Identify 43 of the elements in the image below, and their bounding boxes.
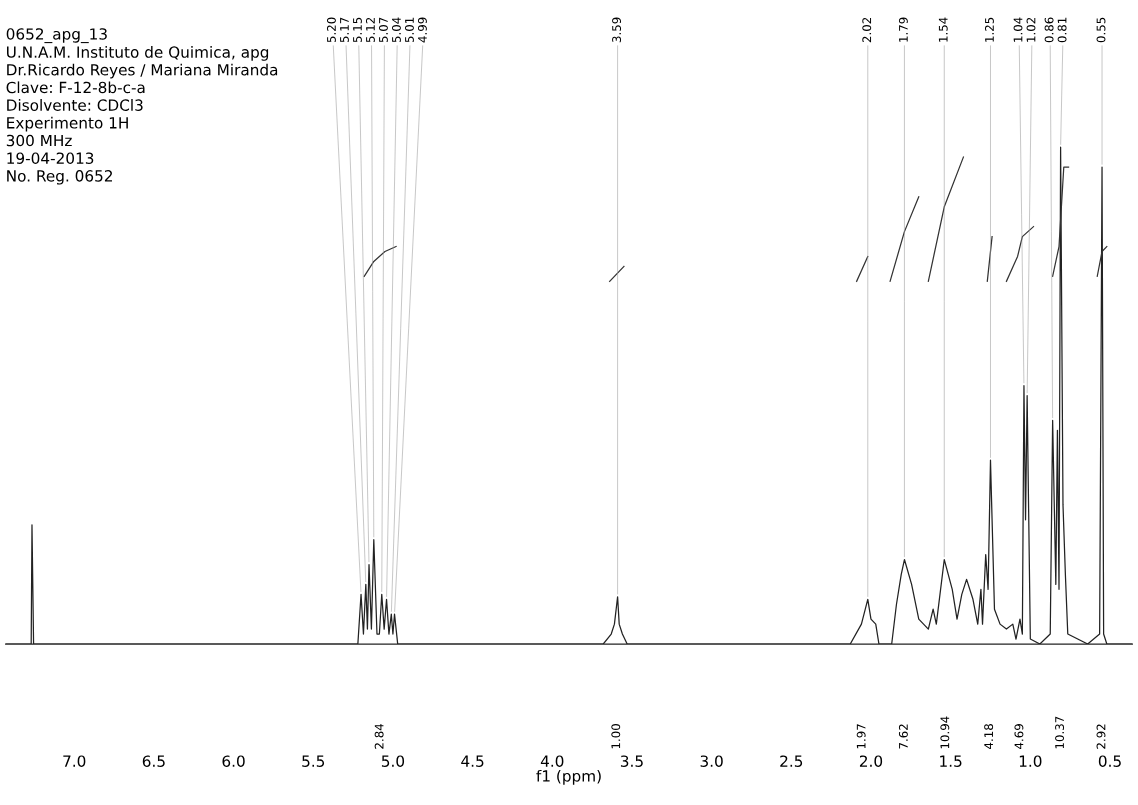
annotation: 5.17	[340, 17, 349, 43]
x-tick-label: 4.0	[540, 755, 564, 767]
x-tick-label: 0.5	[1098, 755, 1121, 767]
x-tick-label: 5.5	[302, 755, 325, 767]
annotation: 5.07	[378, 17, 388, 43]
annotation: 1.79	[898, 17, 908, 42]
text: 0652_apg_13 U.N.A.M. Instituto de Quimica, apg Dr.Ricardo Reyes / Mariana Miranda Clave: F-12-8b-c-a Disolvente: CDCl3 Experimento 1H 300 MHz 19-04-2013 No. Reg. 0652	[6, 28, 278, 185]
x-axis-title: f1 (ppm)	[536, 769, 601, 785]
annotation: 5.01	[404, 17, 414, 43]
text: 4.18	[984, 724, 994, 749]
text: 2.92	[1096, 724, 1106, 749]
x-tick-label: 6.5	[142, 755, 165, 767]
x-tick-label: 3.0	[700, 755, 723, 767]
x-tick-label: 2.5	[780, 755, 803, 767]
x-tick-label: 3.5	[620, 755, 643, 767]
annotation: 5.04	[391, 17, 401, 43]
annotation: 0.86	[1044, 17, 1054, 43]
x-tick-label: 7.0	[63, 755, 86, 767]
annotation: 3.59	[612, 17, 622, 43]
text: 1.97	[856, 724, 866, 749]
annotation: 5.12	[365, 17, 375, 43]
text: 4.69	[1014, 724, 1024, 749]
annotation: 2.02	[862, 17, 872, 43]
annotation: 5.15	[353, 17, 362, 43]
annotation: 5.20	[326, 17, 336, 43]
annotation: 0.55	[1096, 17, 1106, 43]
annotation: 1.25	[984, 17, 994, 42]
text: 7.62	[898, 724, 908, 749]
annotation: 0.81	[1057, 17, 1067, 43]
annotation: 4.99	[417, 17, 427, 43]
x-tick-label: 1.0	[1019, 755, 1042, 767]
x-tick-label: 1.5	[940, 755, 962, 767]
annotation: 1.54	[938, 17, 948, 42]
text: 10.37	[1055, 716, 1065, 749]
text: 1.00	[611, 724, 621, 749]
x-tick-label: 5.0	[381, 755, 405, 767]
annotation: 1.04	[1013, 17, 1023, 42]
annotation: 1.02	[1026, 17, 1036, 42]
x-tick-label: 4.5	[461, 755, 484, 767]
text: 2.84	[374, 723, 384, 749]
text: 10.94	[940, 716, 950, 749]
x-tick-label: 2.0	[859, 755, 883, 767]
x-tick-label: 6.0	[222, 755, 245, 767]
